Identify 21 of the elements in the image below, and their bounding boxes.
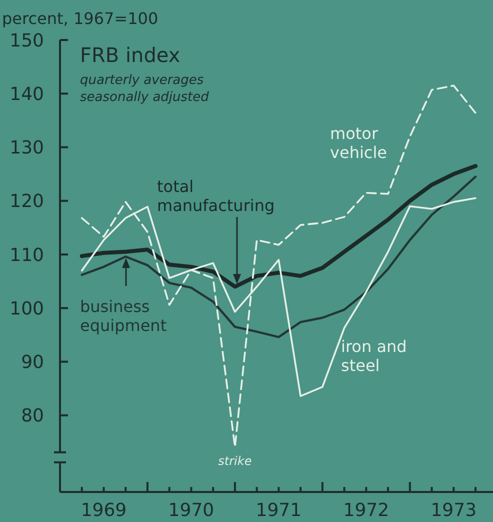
x-tick-label: 1972 [343, 500, 390, 521]
legend-label: business equipment [80, 297, 167, 335]
x-tick-label: 1970 [168, 500, 214, 521]
y-tick-label: 90 [21, 352, 44, 374]
y-tick-label: 130 [10, 138, 44, 159]
series-label: iron and steel [341, 337, 407, 375]
x-tick-label: 1973 [430, 500, 477, 521]
y-tick-label: 120 [10, 191, 44, 212]
series-label: motor vehicle [330, 124, 387, 162]
chart-title: FRB index [80, 43, 180, 67]
text: quarterly averages seasonally adjusted [80, 73, 210, 105]
y-tick-label: 100 [10, 298, 44, 320]
y-tick-label: 150 [10, 30, 44, 52]
x-tick-label: 1971 [256, 500, 302, 521]
text: total manufacturing [157, 177, 275, 215]
y-tick-label: 80 [21, 406, 44, 427]
y-axis-title: percent, 1967=100 [2, 9, 158, 28]
y-tick-label: 140 [10, 84, 44, 105]
y-tick-label: 110 [10, 244, 44, 266]
annotation: strike [218, 454, 252, 468]
x-tick-label: 1969 [80, 500, 127, 521]
